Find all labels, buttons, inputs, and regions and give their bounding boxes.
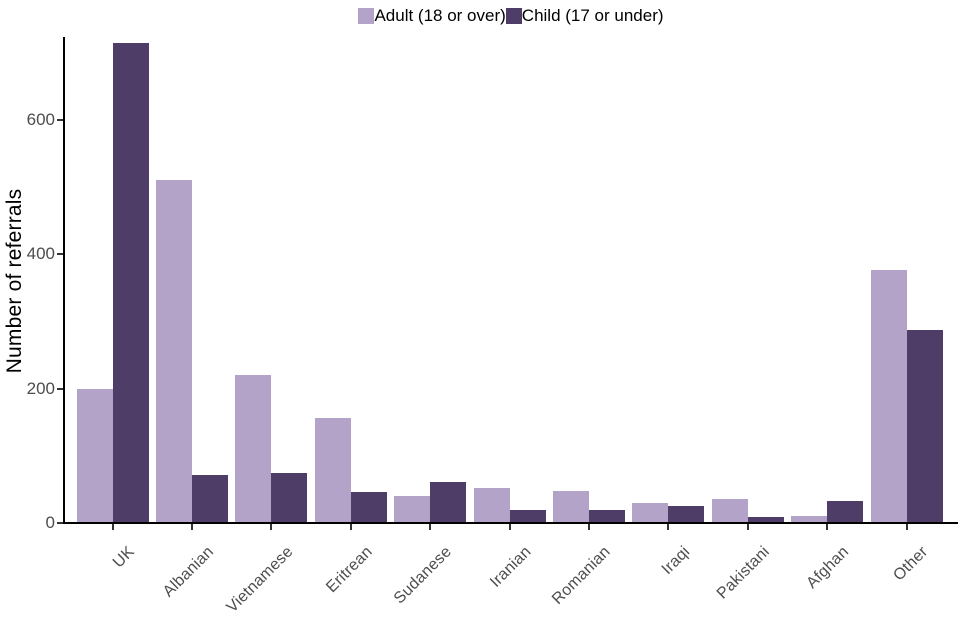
x-tick-mark xyxy=(190,524,193,530)
bar-child-pakistani xyxy=(747,517,784,523)
bar-adult-vietnamese xyxy=(235,375,272,523)
bar-child-vietnamese xyxy=(271,473,308,523)
bar-child-albanian xyxy=(191,475,228,523)
bar-adult-eritrean xyxy=(314,418,351,523)
legend-item-adult-18-or-over: Adult (18 or over) xyxy=(358,6,506,26)
x-tick-label-other: Other xyxy=(890,543,932,585)
x-tick-mark xyxy=(587,524,590,530)
x-tick-label-vietnamese: Vietnamese xyxy=(223,543,297,617)
y-axis-title: Number of referrals xyxy=(3,188,26,374)
bar-adult-pakistani xyxy=(711,499,748,523)
bar-adult-uk xyxy=(76,389,113,523)
y-tick-mark xyxy=(57,522,63,524)
bar-child-romanian xyxy=(588,510,625,523)
bar-adult-iranian xyxy=(473,488,510,523)
x-tick-mark xyxy=(905,524,908,530)
y-tick-label: 600 xyxy=(26,110,55,129)
y-tick-mark xyxy=(57,253,63,255)
x-tick-mark xyxy=(111,524,114,530)
y-tick-label: 200 xyxy=(26,379,55,398)
legend-item-child-17-or-under: Child (17 or under) xyxy=(505,6,664,26)
x-tick-mark xyxy=(667,524,670,530)
y-tick-mark xyxy=(57,388,63,390)
legend-swatch-icon xyxy=(505,8,522,24)
y-tick-label: 0 xyxy=(45,513,55,532)
legend: Adult (18 or over) Child (17 or under) xyxy=(64,5,958,27)
x-tick-mark xyxy=(349,524,352,530)
legend-label: Adult (18 or over) xyxy=(374,6,506,25)
y-tick-mark xyxy=(57,119,63,121)
bar-child-uk xyxy=(112,43,149,523)
x-tick-mark xyxy=(826,524,829,530)
x-tick-label-romanian: Romanian xyxy=(549,543,615,608)
bar-child-other xyxy=(906,330,943,523)
bar-child-iranian xyxy=(509,510,546,523)
bar-adult-sudanese xyxy=(394,496,431,523)
bar-adult-albanian xyxy=(155,180,192,523)
x-tick-label-iraqi: Iraqi xyxy=(658,543,694,579)
bar-adult-romanian xyxy=(552,491,589,523)
legend-swatch-icon xyxy=(358,8,375,24)
x-tick-label-pakistani: Pakistani xyxy=(713,543,773,603)
y-axis-line xyxy=(63,37,65,524)
bar-adult-afghan xyxy=(791,516,828,523)
legend-label: Child (17 or under) xyxy=(521,6,664,25)
y-tick-label: 400 xyxy=(26,244,55,263)
bar-adult-iraqi xyxy=(632,503,669,523)
bar-child-eritrean xyxy=(350,492,387,523)
bar-child-sudanese xyxy=(430,482,467,523)
x-tick-label-uk: UK xyxy=(109,543,138,572)
x-tick-label-iranian: Iranian xyxy=(487,543,535,591)
x-tick-mark xyxy=(270,524,273,530)
x-tick-label-albanian: Albanian xyxy=(160,543,218,601)
x-axis-line xyxy=(63,522,958,524)
x-tick-label-eritrean: Eritrean xyxy=(323,543,376,597)
x-tick-mark xyxy=(746,524,749,530)
bar-child-iraqi xyxy=(668,506,705,523)
x-tick-label-sudanese: Sudanese xyxy=(391,543,456,608)
x-tick-label-afghan: Afghan xyxy=(803,543,853,593)
x-tick-mark xyxy=(429,524,432,530)
x-tick-mark xyxy=(508,524,511,530)
bar-child-afghan xyxy=(827,501,864,523)
bar-adult-other xyxy=(870,270,907,523)
